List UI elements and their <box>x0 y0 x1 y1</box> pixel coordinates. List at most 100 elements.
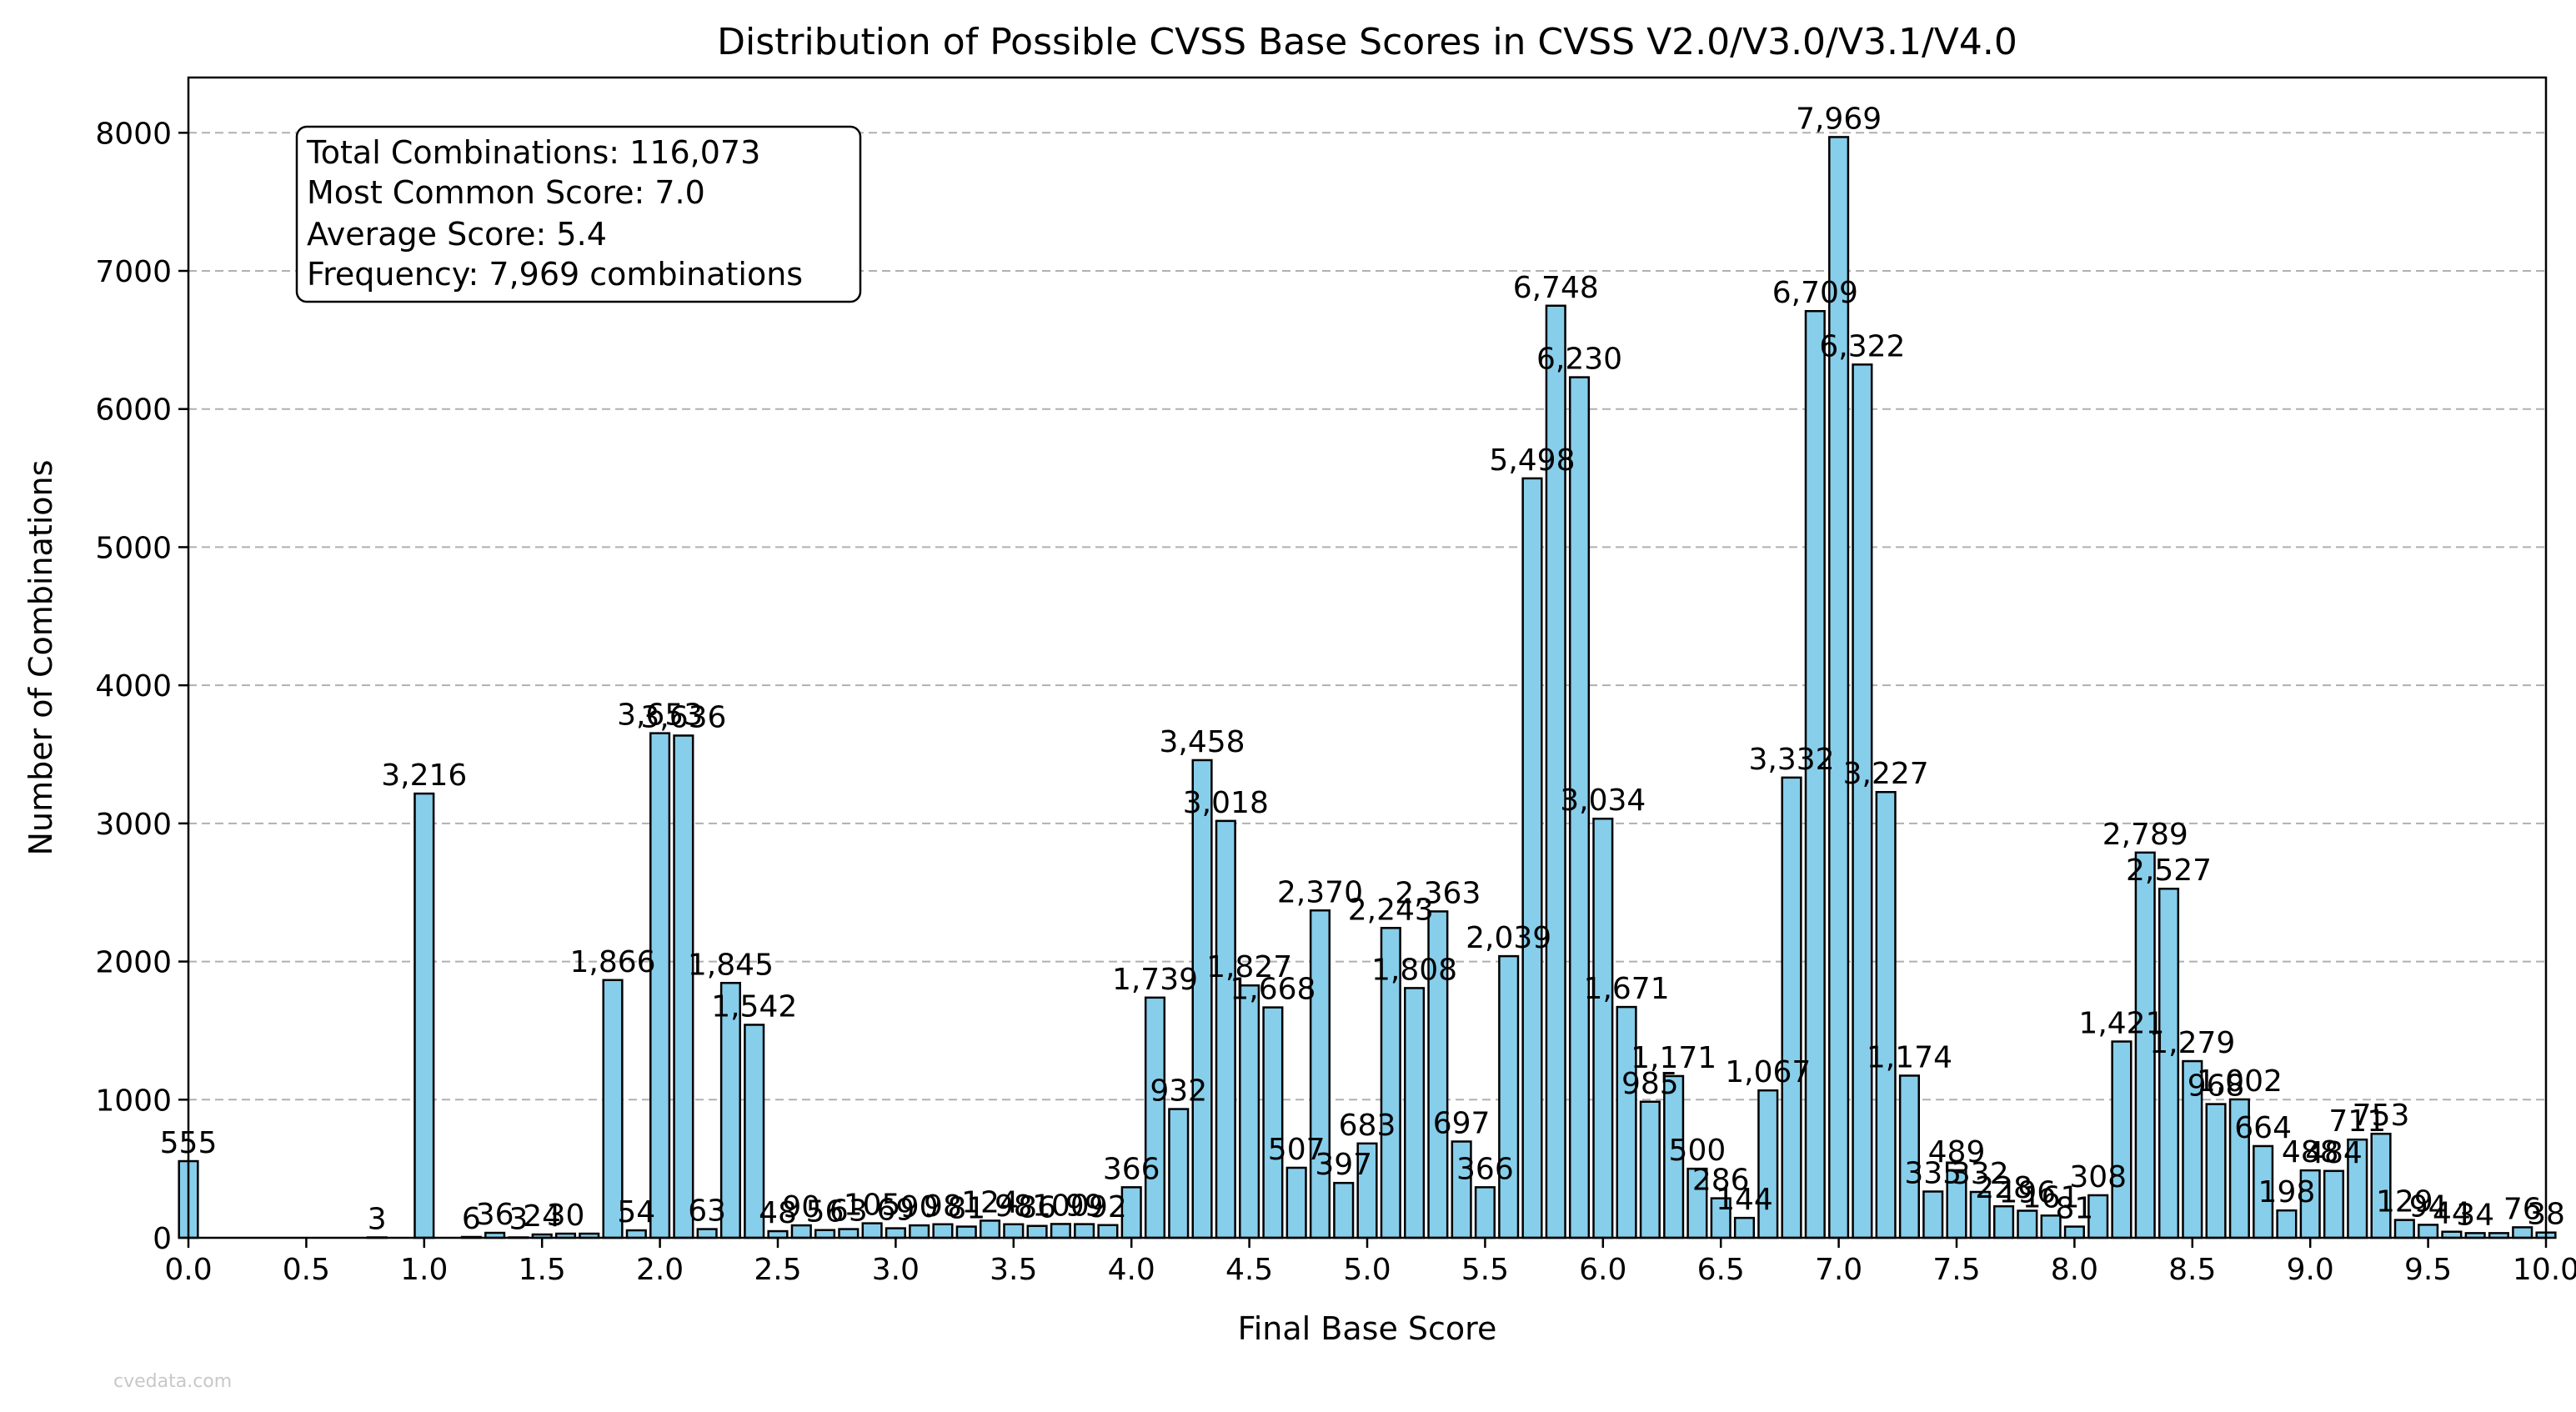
x-tick-label: 8.0 <box>2051 1253 2098 1287</box>
bar-value-label: 94 <box>2409 1189 2448 1224</box>
x-tick-label: 1.0 <box>400 1253 448 1287</box>
x-tick-label: 4.5 <box>1225 1253 1273 1287</box>
bar <box>885 1227 906 1239</box>
bar <box>1403 987 1426 1239</box>
info-box: Total Combinations: 116,073 Most Common … <box>295 125 862 303</box>
bar-value-label: 36 <box>476 1198 514 1232</box>
bar <box>838 1228 860 1239</box>
bar-value-label: 48 <box>759 1196 797 1230</box>
bar-value-label: 124 <box>961 1185 1019 1219</box>
bar-value-label: 3,653 <box>617 698 703 733</box>
bar-value-label: 753 <box>2353 1099 2410 1133</box>
bar-value-label: 484 <box>2305 1136 2363 1170</box>
bar-value-label: 366 <box>1103 1152 1160 1186</box>
bar-value-label: 198 <box>2258 1175 2316 1209</box>
bar <box>1026 1224 1048 1239</box>
bar <box>649 732 671 1239</box>
bar-value-label: 697 <box>1433 1106 1491 1140</box>
bar <box>1074 1223 1095 1239</box>
x-tick-label: 5.5 <box>1461 1253 1509 1287</box>
x-tick-label: 6.0 <box>1579 1253 1626 1287</box>
bar-value-label: 5,498 <box>1489 443 1575 478</box>
bar-value-label: 90 <box>900 1190 939 1224</box>
bar-value-label: 3,227 <box>1843 757 1929 791</box>
bar <box>1592 817 1614 1239</box>
x-axis-label: Final Base Score <box>1238 1310 1497 1347</box>
bar-value-label: 69 <box>876 1194 915 1228</box>
bar <box>2323 1169 2345 1239</box>
bar-value-label: 98 <box>924 1189 962 1224</box>
y-tick-label: 8000 <box>95 117 172 151</box>
x-axis-ticks: 0.0 0.5 1.0 1.5 2.0 2.5 3.0 3.5 4.0 4.5 5.0 5.5 6.0 6… <box>164 1238 2576 1287</box>
x-tick-label: 7.0 <box>1815 1253 1862 1287</box>
bar-value-label: 86 <box>1018 1191 1056 1225</box>
bar <box>1521 477 1543 1239</box>
bar-data-labels: 55533,216636324301,866543,6533,636631,84… <box>160 102 2565 1236</box>
bar <box>1144 996 1166 1239</box>
x-tick-label: 8.5 <box>2168 1253 2216 1287</box>
bar-value-label: 6,748 <box>1513 271 1599 305</box>
chart-title: Distribution of Possible CVSS Base Score… <box>717 21 2017 63</box>
bar <box>1474 1186 1496 1239</box>
bar-value-label: 2,527 <box>2126 854 2212 888</box>
bar <box>2205 1103 2227 1239</box>
bar <box>955 1225 977 1239</box>
bar-value-label: 1,279 <box>2149 1026 2235 1060</box>
y-tick-label: 2000 <box>95 946 172 980</box>
bar-value-label: 30 <box>547 1199 585 1233</box>
bar-value-label: 366 <box>1456 1152 1514 1186</box>
bar <box>1050 1223 1071 1239</box>
x-tick-label: 6.5 <box>1697 1253 1745 1287</box>
info-average-score: Average Score: 5.4 <box>307 216 607 253</box>
bar-value-label: 3,636 <box>640 700 726 734</box>
bar-value-label: 63 <box>829 1194 868 1229</box>
bar-value-label: 335 <box>1904 1156 1962 1190</box>
bar <box>2111 1040 2132 1239</box>
bar-value-label: 105 <box>844 1189 901 1223</box>
bar-value-label: 81 <box>947 1192 985 1226</box>
bar-value-label: 3 <box>368 1203 387 1237</box>
bar-value-label: 3 <box>509 1203 528 1237</box>
bar-value-label: 711 <box>2328 1104 2386 1139</box>
bar-value-label: 24 <box>523 1199 561 1234</box>
bar-value-label: 63 <box>688 1194 726 1229</box>
y-axis-ticks: 0 1000 2000 3000 4000 5000 6000 7000 8000 <box>95 117 188 1256</box>
bar <box>1215 819 1236 1239</box>
y-tick-label: 6000 <box>95 393 172 428</box>
bar-value-label: 98 <box>995 1189 1033 1224</box>
x-tick-label: 0.0 <box>164 1253 212 1287</box>
bar-value-label: 1,171 <box>1631 1041 1716 1075</box>
bar-value-label: 397 <box>1315 1148 1372 1182</box>
x-tick-label: 4.0 <box>1108 1253 1155 1287</box>
x-tick-label: 9.5 <box>2404 1253 2452 1287</box>
bar-value-label: 968 <box>2188 1069 2245 1104</box>
bar-value-label: 3,458 <box>1160 725 1245 759</box>
info-frequency: Frequency: 7,969 combinations <box>307 256 803 293</box>
bar-value-label: 76 <box>2503 1192 2542 1226</box>
bar-value-label: 100 <box>1032 1189 1090 1223</box>
info-total-combinations: Total Combinations: 116,073 <box>306 134 760 171</box>
bar-value-label: 7,969 <box>1796 102 1882 136</box>
bar-value-label: 6,322 <box>1819 329 1905 363</box>
x-tick-label: 10.0 <box>2513 1253 2576 1287</box>
bar-value-label: 3,018 <box>1183 786 1269 820</box>
bar-value-label: 1,542 <box>711 989 797 1024</box>
bar-value-label: 2,363 <box>1395 876 1481 910</box>
y-tick-label: 1000 <box>95 1084 172 1118</box>
bar-value-label: 488 <box>2282 1135 2339 1169</box>
bar-value-label: 90 <box>782 1190 820 1224</box>
bar <box>1239 984 1260 1239</box>
bar-value-label: 228 <box>1975 1171 2032 1205</box>
bar <box>413 792 435 1239</box>
bar <box>1262 1006 1284 1239</box>
watermark: cvedata.com <box>113 1371 232 1392</box>
bar-value-label: 56 <box>806 1195 844 1229</box>
bar-value-label: 2,370 <box>1277 875 1363 909</box>
bar-value-label: 308 <box>2069 1160 2127 1194</box>
bar <box>1097 1224 1119 1239</box>
bar-value-label: 161 <box>2022 1180 2080 1214</box>
bar-value-label: 3,034 <box>1560 784 1646 818</box>
x-tick-label: 0.5 <box>283 1253 330 1287</box>
info-most-common-score: Most Common Score: 7.0 <box>307 174 705 211</box>
y-tick-label: 7000 <box>95 255 172 289</box>
